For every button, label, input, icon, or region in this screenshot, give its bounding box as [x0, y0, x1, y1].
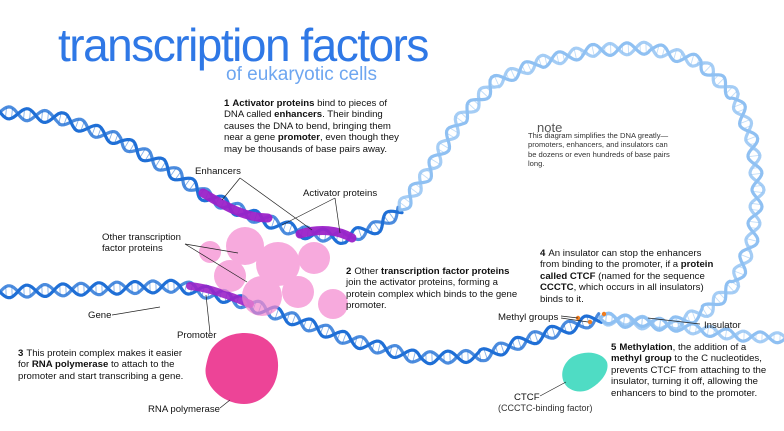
page-title: transcription factors: [58, 19, 429, 71]
tf-protein-blob: [282, 276, 314, 308]
page-subtitle: of eukaryotic cells: [226, 64, 378, 85]
enhancers-label: Enhancers: [195, 166, 241, 177]
tf-protein-blob: [242, 276, 282, 316]
tf-protein-blob: [256, 242, 300, 286]
note-body: This diagram simplifies the DNA greatly—…: [528, 131, 670, 169]
tf-protein-blob: [318, 289, 348, 319]
other-tf-label: Other transcription factor proteins: [102, 232, 181, 254]
tf-protein-blob: [298, 242, 330, 274]
note-title: note: [537, 120, 563, 135]
step-5-text: 5 Methylation, the addition of a methyl g…: [611, 342, 767, 399]
ctcf-sublabel: (CCCTC-binding factor): [498, 403, 593, 413]
protein-complex: [199, 227, 348, 319]
tf-protein-blob: [199, 241, 221, 263]
methyl-dot: [587, 319, 593, 325]
dna-strand-right: [598, 312, 784, 345]
step-2-text: 2 Other transcription factor proteins joi…: [346, 266, 518, 312]
ctcf-label: CTCF: [514, 392, 540, 403]
leader-lines: [111, 177, 701, 409]
dna-strands: [0, 40, 784, 366]
step-1-text: 1 Activator proteins bind to pieces of DN…: [224, 98, 399, 155]
ctcf-shape: [562, 352, 608, 392]
step-4-text: 4 An insulator can stop the enhancers fro…: [540, 248, 714, 305]
enhancer-segment-1: [198, 188, 273, 223]
methyl-groups: [575, 311, 607, 325]
insulator-label: Insulator: [704, 320, 741, 331]
dna-strand-loop: [397, 40, 766, 332]
methyl-groups-label: Methyl groups: [498, 312, 559, 323]
activator-proteins-label: Activator proteins: [303, 188, 378, 199]
tf-protein-blob: [214, 260, 246, 292]
enhancer-segment-2: [295, 226, 357, 243]
gene-label: Gene: [88, 310, 112, 321]
rna-polymerase-label: RNA polymerase: [148, 404, 220, 415]
rna-polymerase-shape: [205, 333, 279, 404]
tf-protein-blob: [226, 227, 264, 265]
methyl-dot: [601, 311, 607, 317]
step-3-text: 3 This protein complex makes it easier fo…: [18, 348, 184, 382]
promoter-label: Promoter: [177, 330, 217, 341]
